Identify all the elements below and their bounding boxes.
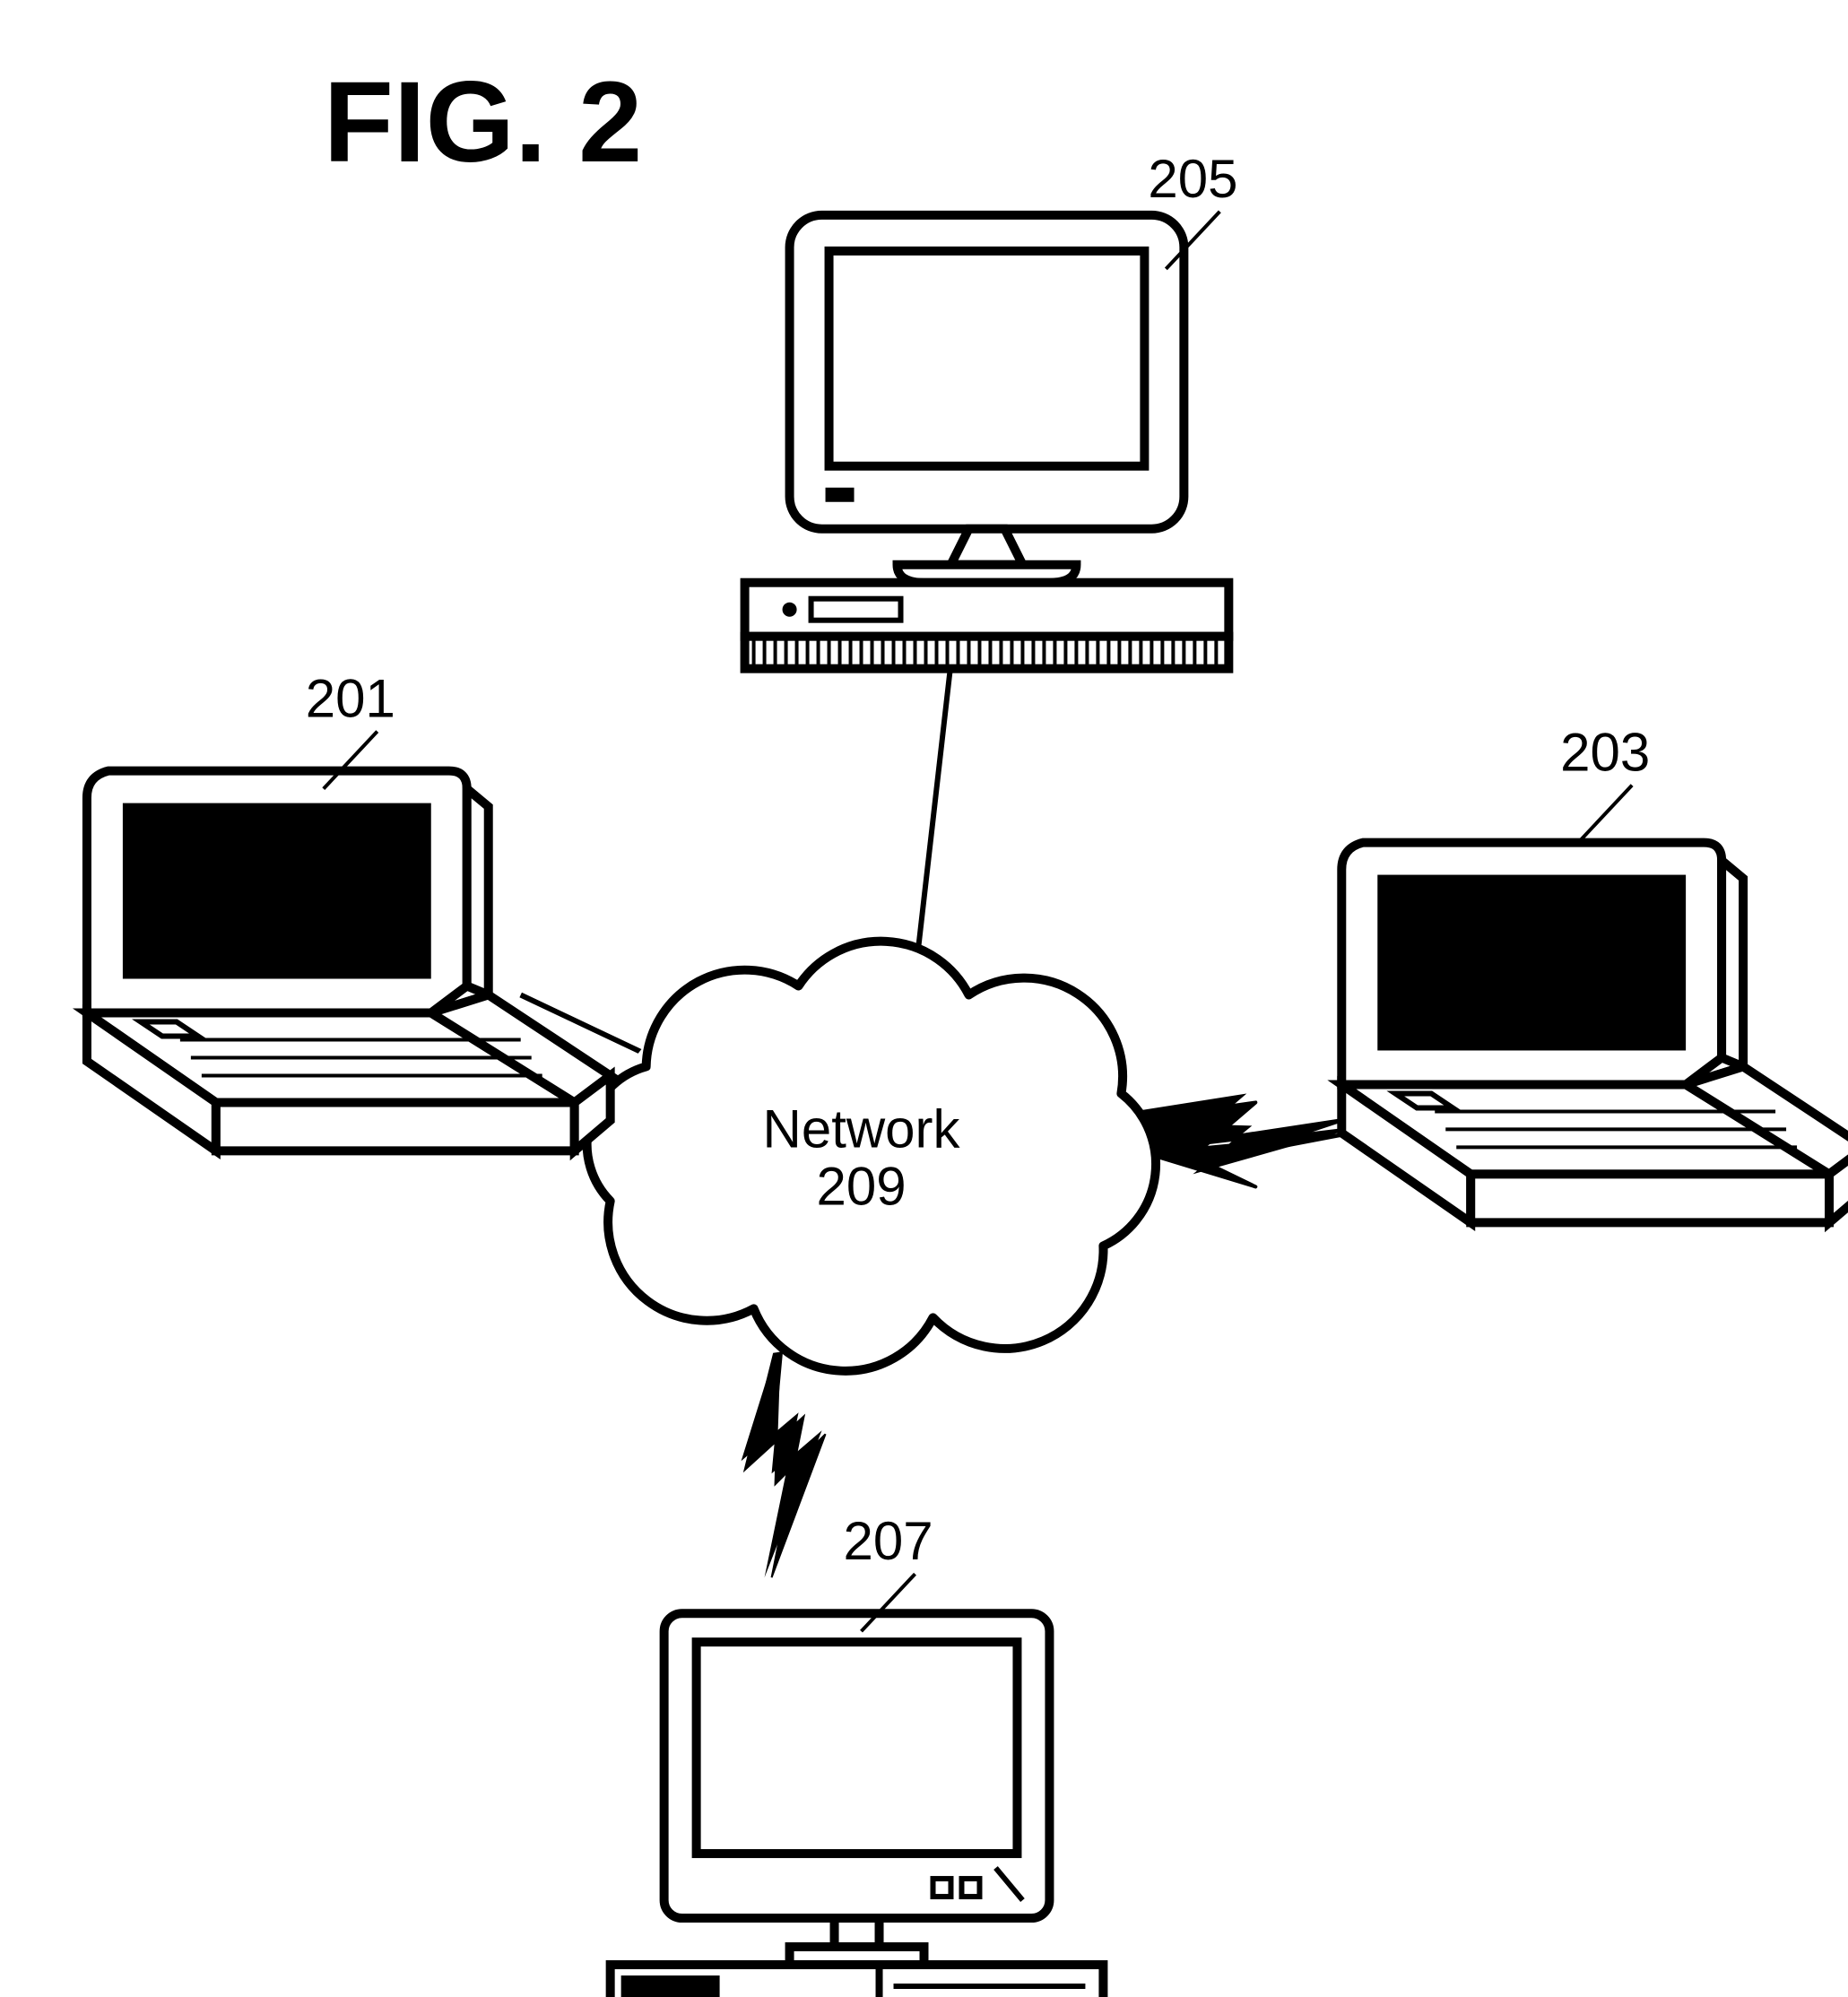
ref-ref: 201 [306,669,395,729]
cloud-label-line1: Network [763,1098,961,1159]
cloud-label-line2: 209 [817,1156,907,1216]
figure-title: FIG. 2 [324,58,642,187]
ref-ref: 207 [844,1511,933,1571]
ref-ref: 203 [1560,723,1650,783]
ref-ref: 205 [1148,149,1237,209]
network-cloud: Network209 [587,942,1156,1381]
desktop-205 [745,215,1229,669]
